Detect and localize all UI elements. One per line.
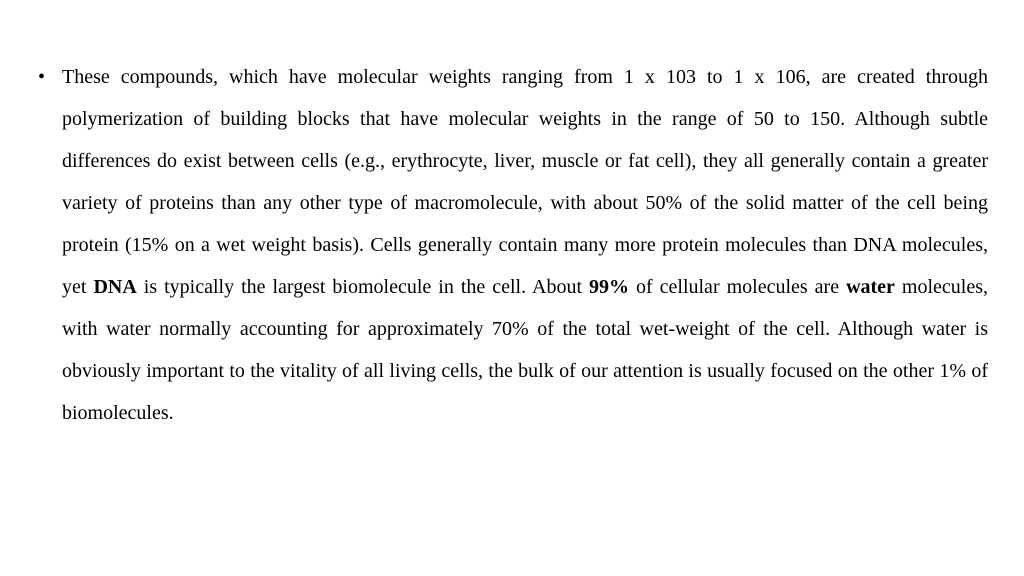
bullet-marker: • (36, 56, 62, 98)
text-run: molecules, with water normally accountin… (62, 276, 988, 424)
text-run: of cellular molecules are (629, 276, 846, 298)
bold-dna: DNA (93, 276, 136, 298)
bold-water: water (846, 276, 895, 298)
slide-page: • These compounds, which have molecular … (0, 0, 1024, 434)
body-paragraph: These compounds, which have molecular we… (62, 56, 988, 434)
text-run: is typically the largest biomolecule in … (137, 276, 589, 298)
text-run: These compounds, which have molecular we… (62, 66, 988, 298)
bullet-list-item: • These compounds, which have molecular … (36, 56, 988, 434)
bold-99pct: 99% (589, 276, 629, 298)
